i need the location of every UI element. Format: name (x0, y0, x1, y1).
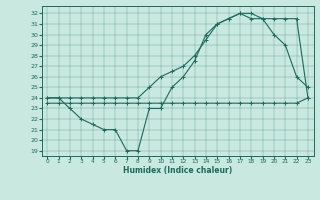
X-axis label: Humidex (Indice chaleur): Humidex (Indice chaleur) (123, 166, 232, 175)
